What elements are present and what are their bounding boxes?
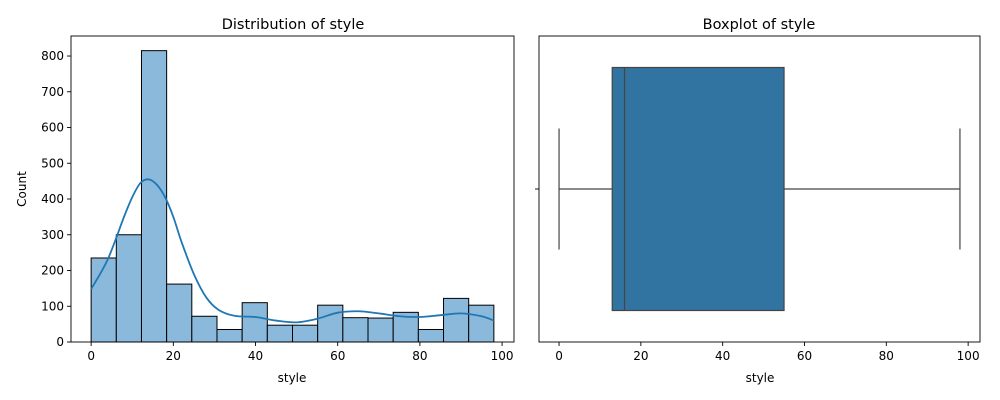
boxplot-x-ticks: 0 20 40 60 80 100 [555,342,980,363]
x-tick-label: 100 [491,349,514,363]
y-tick-label: 300 [41,228,64,242]
x-tick-label: 80 [412,349,427,363]
x-tick-label: 40 [248,349,263,363]
histogram-x-label: style [278,371,307,385]
x-tick-label: 40 [715,349,730,363]
y-tick-label: 200 [41,264,64,278]
kde-curve [90,178,495,324]
y-tick-label: 400 [41,192,64,206]
y-tick-label: 800 [41,49,64,63]
y-tick-label: 500 [41,156,64,170]
histogram-bar [241,302,268,343]
histogram-y-ticks: 0 100 200 300 400 500 600 700 800 [41,49,71,349]
histogram-bar [292,324,319,343]
histogram-title: Distribution of style [222,17,365,33]
histogram-bar [216,328,243,343]
y-tick-label: 0 [56,335,64,349]
histogram-bar [417,328,445,343]
histogram-bar [468,304,495,343]
x-tick-label: 80 [879,349,894,363]
boxplot-title: Boxplot of style [703,17,816,33]
boxplot-shapes [558,66,961,312]
x-tick-label: 20 [633,349,648,363]
boxplot-x-label: style [746,371,775,385]
histogram-bar [115,234,142,343]
histogram-x-ticks: 0 20 40 60 80 100 [87,342,514,363]
histogram-panel: Distribution of style 0 20 40 60 80 100 0 100 2… [15,17,515,385]
x-tick-label: 0 [555,349,563,363]
histogram-bar [166,283,193,343]
histogram-y-label: Count [15,171,29,207]
y-tick-label: 700 [41,85,64,99]
x-tick-label: 60 [797,349,812,363]
y-tick-label: 600 [41,121,64,135]
histogram-bar [342,317,369,343]
histogram-bar [140,50,168,343]
x-tick-label: 60 [330,349,345,363]
histogram-bar [90,257,117,343]
boxplot-panel: Boxplot of style 0 20 40 60 80 100 style [535,17,981,385]
histogram-bar [191,315,218,343]
x-tick-label: 0 [87,349,95,363]
histogram-bar [367,317,394,343]
histogram-bar [317,304,344,343]
histogram-bar [443,297,470,343]
histogram-bars [90,50,495,343]
histogram-plot-frame [70,35,515,343]
iqr-box [611,66,785,312]
histogram-bar [266,324,294,343]
y-tick-label: 100 [41,299,64,313]
x-tick-label: 20 [166,349,181,363]
x-tick-label: 100 [957,349,980,363]
